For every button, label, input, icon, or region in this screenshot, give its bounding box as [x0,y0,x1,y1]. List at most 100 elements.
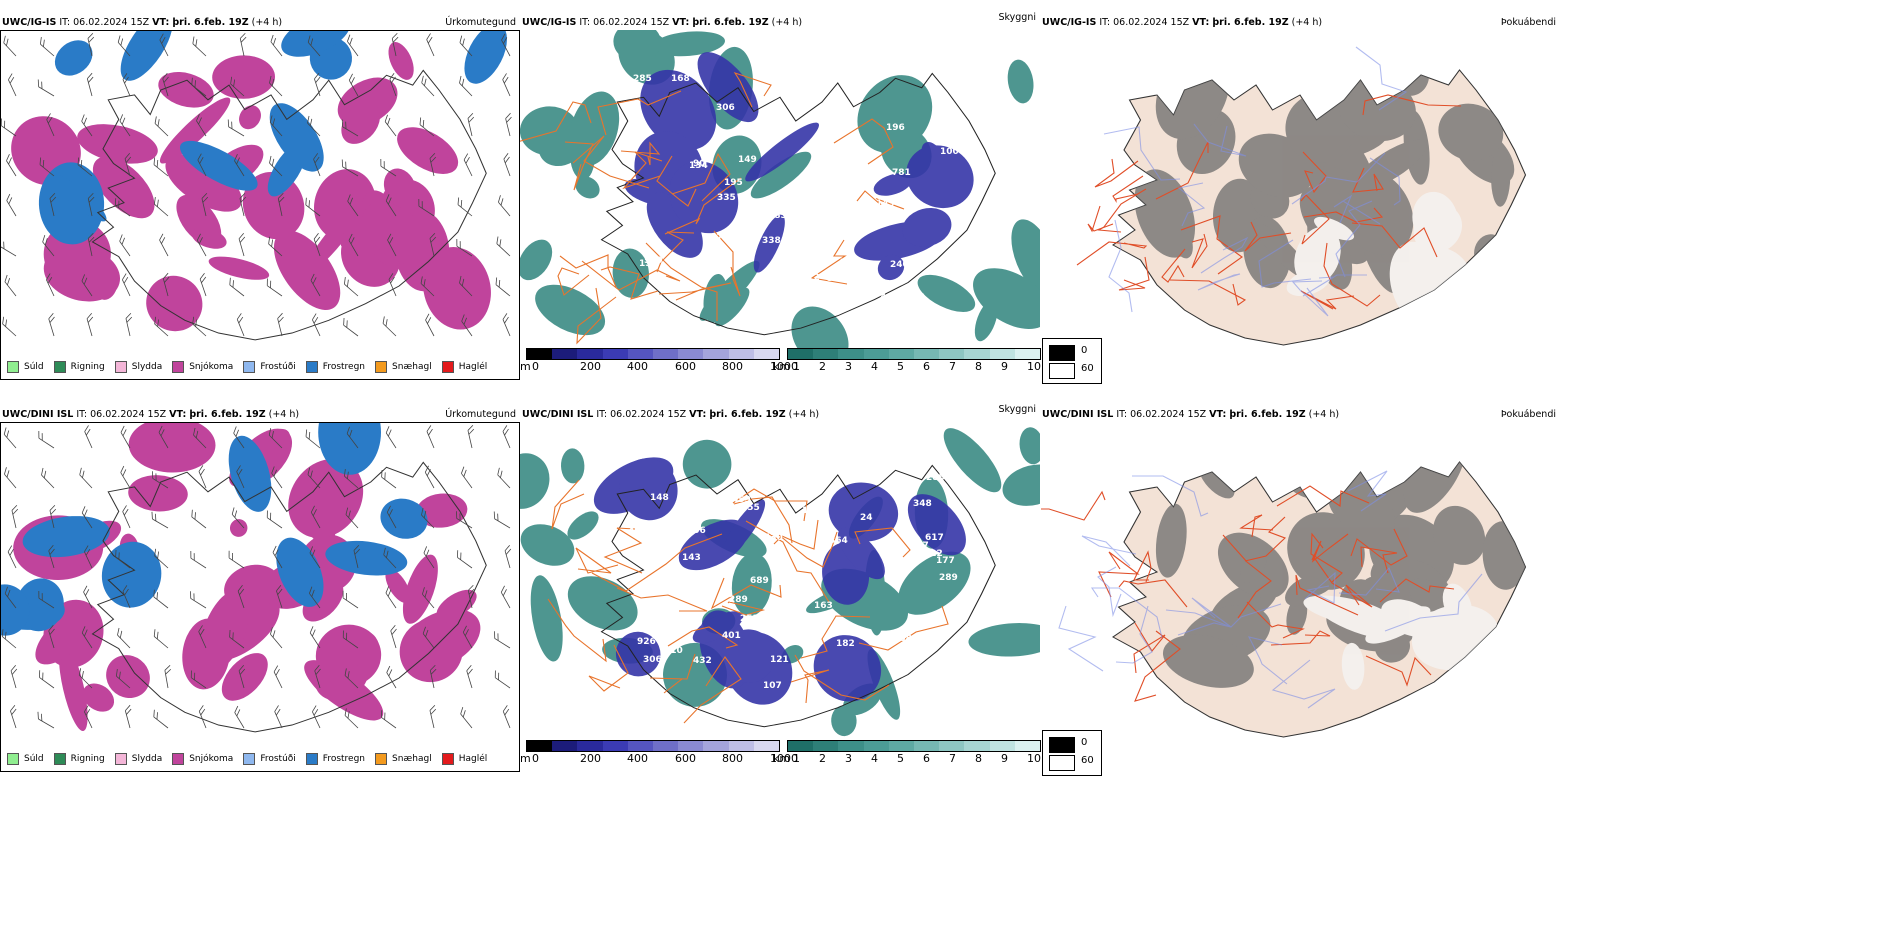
visibility-map: 289 145 121 182 401 237 348 689 306 106 210 253 289 8… [520,427,1040,737]
wind-barb [344,468,359,489]
wind-barb [120,425,131,449]
field-blob [383,168,416,207]
wind-barb [233,426,245,449]
road-line [1087,205,1114,233]
road-line [1193,123,1247,157]
road-line [656,155,697,207]
scale-tick-label: 0 [532,752,539,765]
wind-barb [421,75,435,97]
wind-barb [494,670,511,689]
wind-barb [346,426,359,449]
legend-swatch [53,361,66,373]
scale-tick-label: 1000 [770,360,798,373]
road-line [745,520,830,603]
legend-label: Frostregn [322,362,366,372]
road-line [557,267,590,296]
legend-swatch [441,361,454,373]
field-blob [692,611,744,643]
road-line [620,141,661,166]
scale-tick-label: 0 [532,360,539,373]
fog-legend: 0 60 [1042,338,1102,384]
ceiling-label: 612 [801,273,820,283]
scale-color-step [527,741,553,751]
scale-color-step [527,349,553,359]
wind-barb [154,316,169,337]
scale-color-step [838,349,864,359]
field-blob [158,72,214,108]
visibility-scale-bar [787,740,1041,752]
wind-barb [115,549,131,569]
wind-barb [81,626,93,649]
wind-barb [385,426,397,449]
legend-label: Snæhagl [392,754,432,764]
wind-barb [115,198,131,217]
wind-barb [314,664,321,689]
scale-color-step [788,741,814,751]
wind-barb [120,465,131,489]
wind-barb [342,630,359,649]
scale-color-step [989,349,1015,359]
wind-barb [391,32,399,57]
field-blob [1286,268,1331,297]
wind-barb [345,507,359,529]
legend-item: Rigning [53,753,105,765]
wind-barb [344,708,359,729]
field-blob [242,171,305,240]
wind-barb [344,276,359,297]
field-blob [917,274,976,312]
ceiling-label: 430 [764,533,783,543]
road-line [581,260,681,291]
road-line [1041,490,1106,521]
road-line [733,496,793,544]
wind-barb [381,469,397,489]
wind-barb [122,273,131,297]
road-line [1097,566,1122,618]
ceiling-label: 214 [840,258,859,268]
precip-type-panel: UWC/DINI ISL IT: 06.02.2024 15Z VT: þri.… [0,400,520,772]
wind-barb [314,72,321,97]
wind-barb [78,668,93,689]
field-blob [362,202,433,265]
ceiling-label: 348 [913,499,932,509]
wind-barb [39,157,55,177]
field-blob [341,102,381,144]
panel-header: UWC/IG-IS IT: 06.02.2024 15Z VT: þri. 6.… [2,17,283,28]
scale-tick-label: 3 [845,752,852,765]
wind-barb [341,119,359,137]
road-line [1338,566,1400,596]
wind-barb [236,465,245,489]
wind-barb [467,424,475,449]
wind-barb [122,505,131,529]
ceiling-label: 122 [924,549,943,559]
scale-tick-label: 10 [1027,752,1041,765]
wind-barb [196,233,207,257]
scale-tick-label: 9 [1001,752,1008,765]
road-line [1300,290,1355,310]
scale-color-step [1014,349,1041,359]
wind-barb [390,624,397,649]
road-line [683,656,742,724]
field-blob [1019,427,1040,465]
wind-barb [310,505,321,529]
legend-item: Frostregn [305,361,366,373]
panel-title: Úrkomutegund [445,17,516,28]
field-blob [877,254,905,281]
panel-header: UWC/IG-IS IT: 06.02.2024 15Z VT: þri. 6.… [522,17,803,28]
road-line [588,644,629,692]
wind-barb [385,586,397,609]
scale-tick-label: 7 [949,752,956,765]
road-line [575,547,619,574]
legend-item: Súld [7,753,44,765]
road-line [656,231,695,273]
wind-barb [1,629,17,649]
field-blob [179,140,258,191]
ceiling-label: 168 [671,74,690,84]
scale-tick-label: 5 [897,752,904,765]
wind-barb [228,550,245,569]
wind-barb [48,624,55,649]
road-line [520,101,592,142]
ceiling-label: 182 [836,639,855,649]
scale-color-step [602,741,628,751]
legend-swatch [243,361,256,373]
wind-barb [457,550,473,569]
